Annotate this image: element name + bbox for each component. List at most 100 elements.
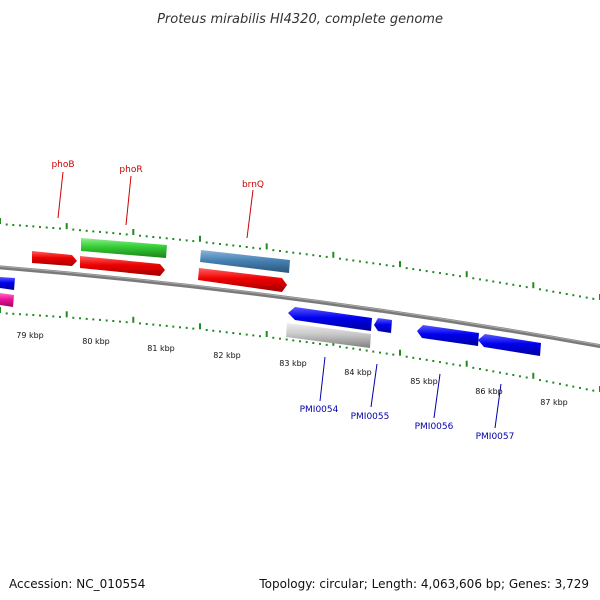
minor-tick (225, 243, 228, 246)
minor-tick (125, 233, 128, 236)
minor-tick (352, 259, 355, 262)
minor-tick (19, 313, 21, 316)
minor-tick (572, 294, 575, 297)
minor-tick (319, 255, 321, 258)
gene-label-pmi0054: PMI0054 (300, 405, 339, 415)
minor-tick (525, 286, 528, 289)
forward-strand-features (32, 238, 290, 292)
minor-tick (452, 363, 455, 366)
minor-tick (272, 249, 275, 252)
gene-label-pmi0056: PMI0056 (415, 422, 454, 432)
minor-tick (239, 245, 241, 248)
minor-tick (79, 229, 81, 232)
minor-tick (492, 280, 495, 283)
minor-tick (165, 237, 168, 240)
minor-tick (185, 326, 188, 329)
minor-tick (439, 272, 441, 275)
minor-tick (519, 284, 521, 287)
major-tick (399, 261, 401, 268)
minor-tick (425, 270, 428, 273)
cds-feature-pmi0055[interactable] (374, 318, 392, 333)
cds-feature-brnq[interactable] (200, 250, 290, 273)
minor-tick (112, 320, 115, 322)
minor-tick (565, 384, 568, 387)
minor-tick (52, 315, 55, 318)
minor-tick (179, 238, 181, 241)
minor-tick (552, 290, 555, 293)
minor-tick (512, 374, 515, 376)
cds-feature-phor[interactable] (81, 238, 167, 258)
minor-tick (179, 326, 181, 329)
major-tick (65, 311, 68, 318)
minor-tick (592, 297, 595, 300)
label-leader (319, 356, 326, 402)
cds-feature-pmi0056[interactable] (417, 325, 479, 346)
minor-tick (385, 352, 388, 355)
kbp-label: 79 kbp (16, 331, 44, 340)
minor-tick (105, 231, 108, 234)
minor-tick (505, 282, 508, 285)
major-tick (399, 349, 401, 356)
gene-label-pmi0055: PMI0055 (351, 412, 390, 422)
minor-tick (299, 252, 301, 255)
minor-tick (285, 250, 288, 253)
minor-tick (259, 247, 261, 250)
minor-tick (232, 244, 235, 247)
minor-tick (479, 278, 481, 281)
minor-tick (312, 342, 315, 344)
minor-tick (145, 235, 148, 238)
minor-tick (25, 313, 28, 316)
minor-tick (472, 277, 475, 280)
minor-tick (359, 348, 361, 351)
genome-stats-text: Topology: circular; Length: 4,063,606 bp… (259, 577, 589, 591)
cds-feature[interactable] (198, 268, 287, 292)
major-tick (332, 251, 335, 258)
minor-tick (79, 317, 81, 320)
reverse-strand-features (0, 277, 541, 356)
cds-feature-pmi0054[interactable] (288, 307, 372, 331)
minor-tick (545, 380, 548, 383)
cds-feature-phob[interactable] (80, 256, 165, 276)
cds-feature-gray[interactable] (286, 323, 371, 348)
minor-tick (105, 319, 108, 322)
cds-feature[interactable] (0, 277, 15, 290)
minor-tick (72, 316, 75, 319)
minor-tick (579, 295, 581, 298)
lower-tick-track (0, 307, 600, 392)
minor-tick (225, 331, 228, 334)
minor-tick (25, 224, 28, 227)
minor-tick (159, 236, 161, 239)
major-tick (199, 235, 201, 242)
minor-tick (185, 239, 188, 242)
cds-feature[interactable] (0, 293, 14, 307)
minor-tick (559, 291, 561, 294)
minor-tick (292, 339, 295, 342)
cds-feature[interactable] (32, 251, 77, 266)
major-tick (532, 372, 535, 379)
reverse-gene-labels: PMI0054 PMI0055 PMI0056 PMI0057 (300, 356, 514, 442)
minor-tick (539, 379, 541, 382)
minor-tick (392, 265, 395, 268)
minor-tick (385, 264, 388, 267)
minor-tick (112, 232, 115, 235)
cds-feature-pmi0057[interactable] (478, 334, 541, 356)
minor-tick (345, 258, 348, 261)
forward-gene-labels: phoB phoR brnQ (51, 160, 264, 239)
major-tick (0, 307, 1, 313)
minor-tick (292, 251, 295, 254)
minor-tick (245, 246, 248, 248)
label-leader (433, 373, 441, 419)
kbp-label: 87 kbp (540, 398, 568, 407)
kbp-label: 86 kbp (475, 387, 503, 396)
minor-tick (305, 253, 308, 256)
label-leader (57, 171, 64, 219)
minor-tick (212, 242, 215, 245)
kbp-label: 80 kbp (82, 337, 110, 346)
minor-tick (139, 234, 141, 237)
kbp-label: 81 kbp (147, 344, 175, 353)
minor-tick (325, 255, 328, 258)
label-leader (125, 175, 132, 226)
minor-tick (192, 327, 195, 330)
major-tick (132, 316, 135, 323)
